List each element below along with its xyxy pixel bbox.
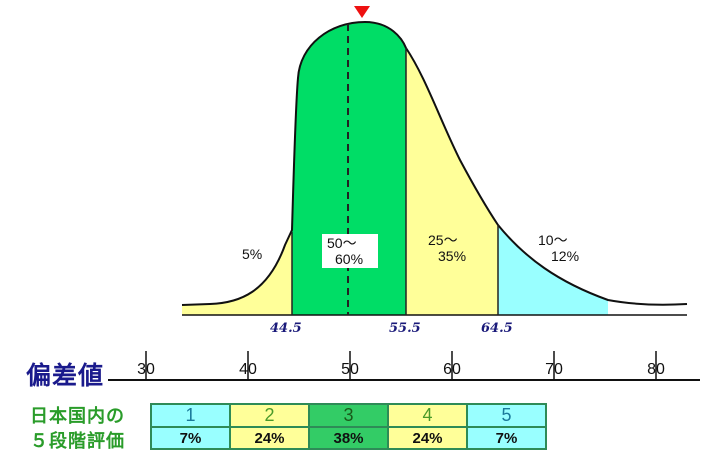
grade-table-title: 日本国内の ５段階評価 [30, 404, 125, 454]
grade-percent-cell-5: 7% [466, 426, 547, 450]
deviation-axis-ticks: 30 40 50 60 70 80 [137, 351, 665, 380]
region-label-upper-line1: 25～ [428, 232, 458, 248]
grade-percent-cell-3: 38% [308, 426, 389, 450]
grade-title-line1: 日本国内の [30, 406, 125, 427]
peak-marker-icon [354, 6, 370, 18]
region-label-center-box [322, 234, 378, 268]
region-label-upper-line2: 35% [438, 248, 466, 264]
grade-cell-2: 2 [229, 403, 310, 428]
region-label-left: 5% [242, 246, 262, 262]
axis-tick-label-50: 50 [341, 361, 359, 378]
region-label-center-line1: 50～ [327, 235, 357, 251]
axis-tick-label-70: 70 [545, 361, 563, 378]
boundary-label-2: 55.5 [389, 321, 421, 336]
grade-cell-3: 3 [308, 403, 389, 428]
axis-tick-label-30: 30 [137, 361, 155, 378]
axis-tick-label-80: 80 [647, 361, 665, 378]
axis-tick-label-60: 60 [443, 361, 461, 378]
upper-tail-region [498, 225, 608, 315]
grade-percent-cell-1: 7% [150, 426, 231, 450]
deviation-axis-title: 偏差値 [26, 361, 105, 390]
left-tail-region [182, 232, 292, 315]
grade-percent-cell-2: 24% [229, 426, 310, 450]
region-label-tail-line1: 10～ [538, 232, 568, 248]
grade-number-row: 1 2 3 4 5 [150, 403, 547, 428]
grade-title-line2: ５段階評価 [30, 431, 125, 452]
region-label-center-line2: 60% [335, 251, 363, 267]
axis-tick-label-40: 40 [239, 361, 257, 378]
grade-percent-cell-4: 24% [387, 426, 468, 450]
grade-cell-1: 1 [150, 403, 231, 428]
grade-cell-4: 4 [387, 403, 468, 428]
distribution-curve [181, 20, 688, 306]
grade-percent-row: 7% 24% 38% 24% 7% [150, 426, 547, 450]
grade-cell-5: 5 [466, 403, 547, 428]
region-label-tail-line2: 12% [551, 248, 579, 264]
grade-table: 1 2 3 4 5 7% 24% 38% 24% 7% [150, 403, 547, 450]
upper-region [406, 48, 498, 315]
boundary-label-3: 64.5 [481, 321, 513, 336]
boundary-label-1: 44.5 [270, 321, 302, 336]
